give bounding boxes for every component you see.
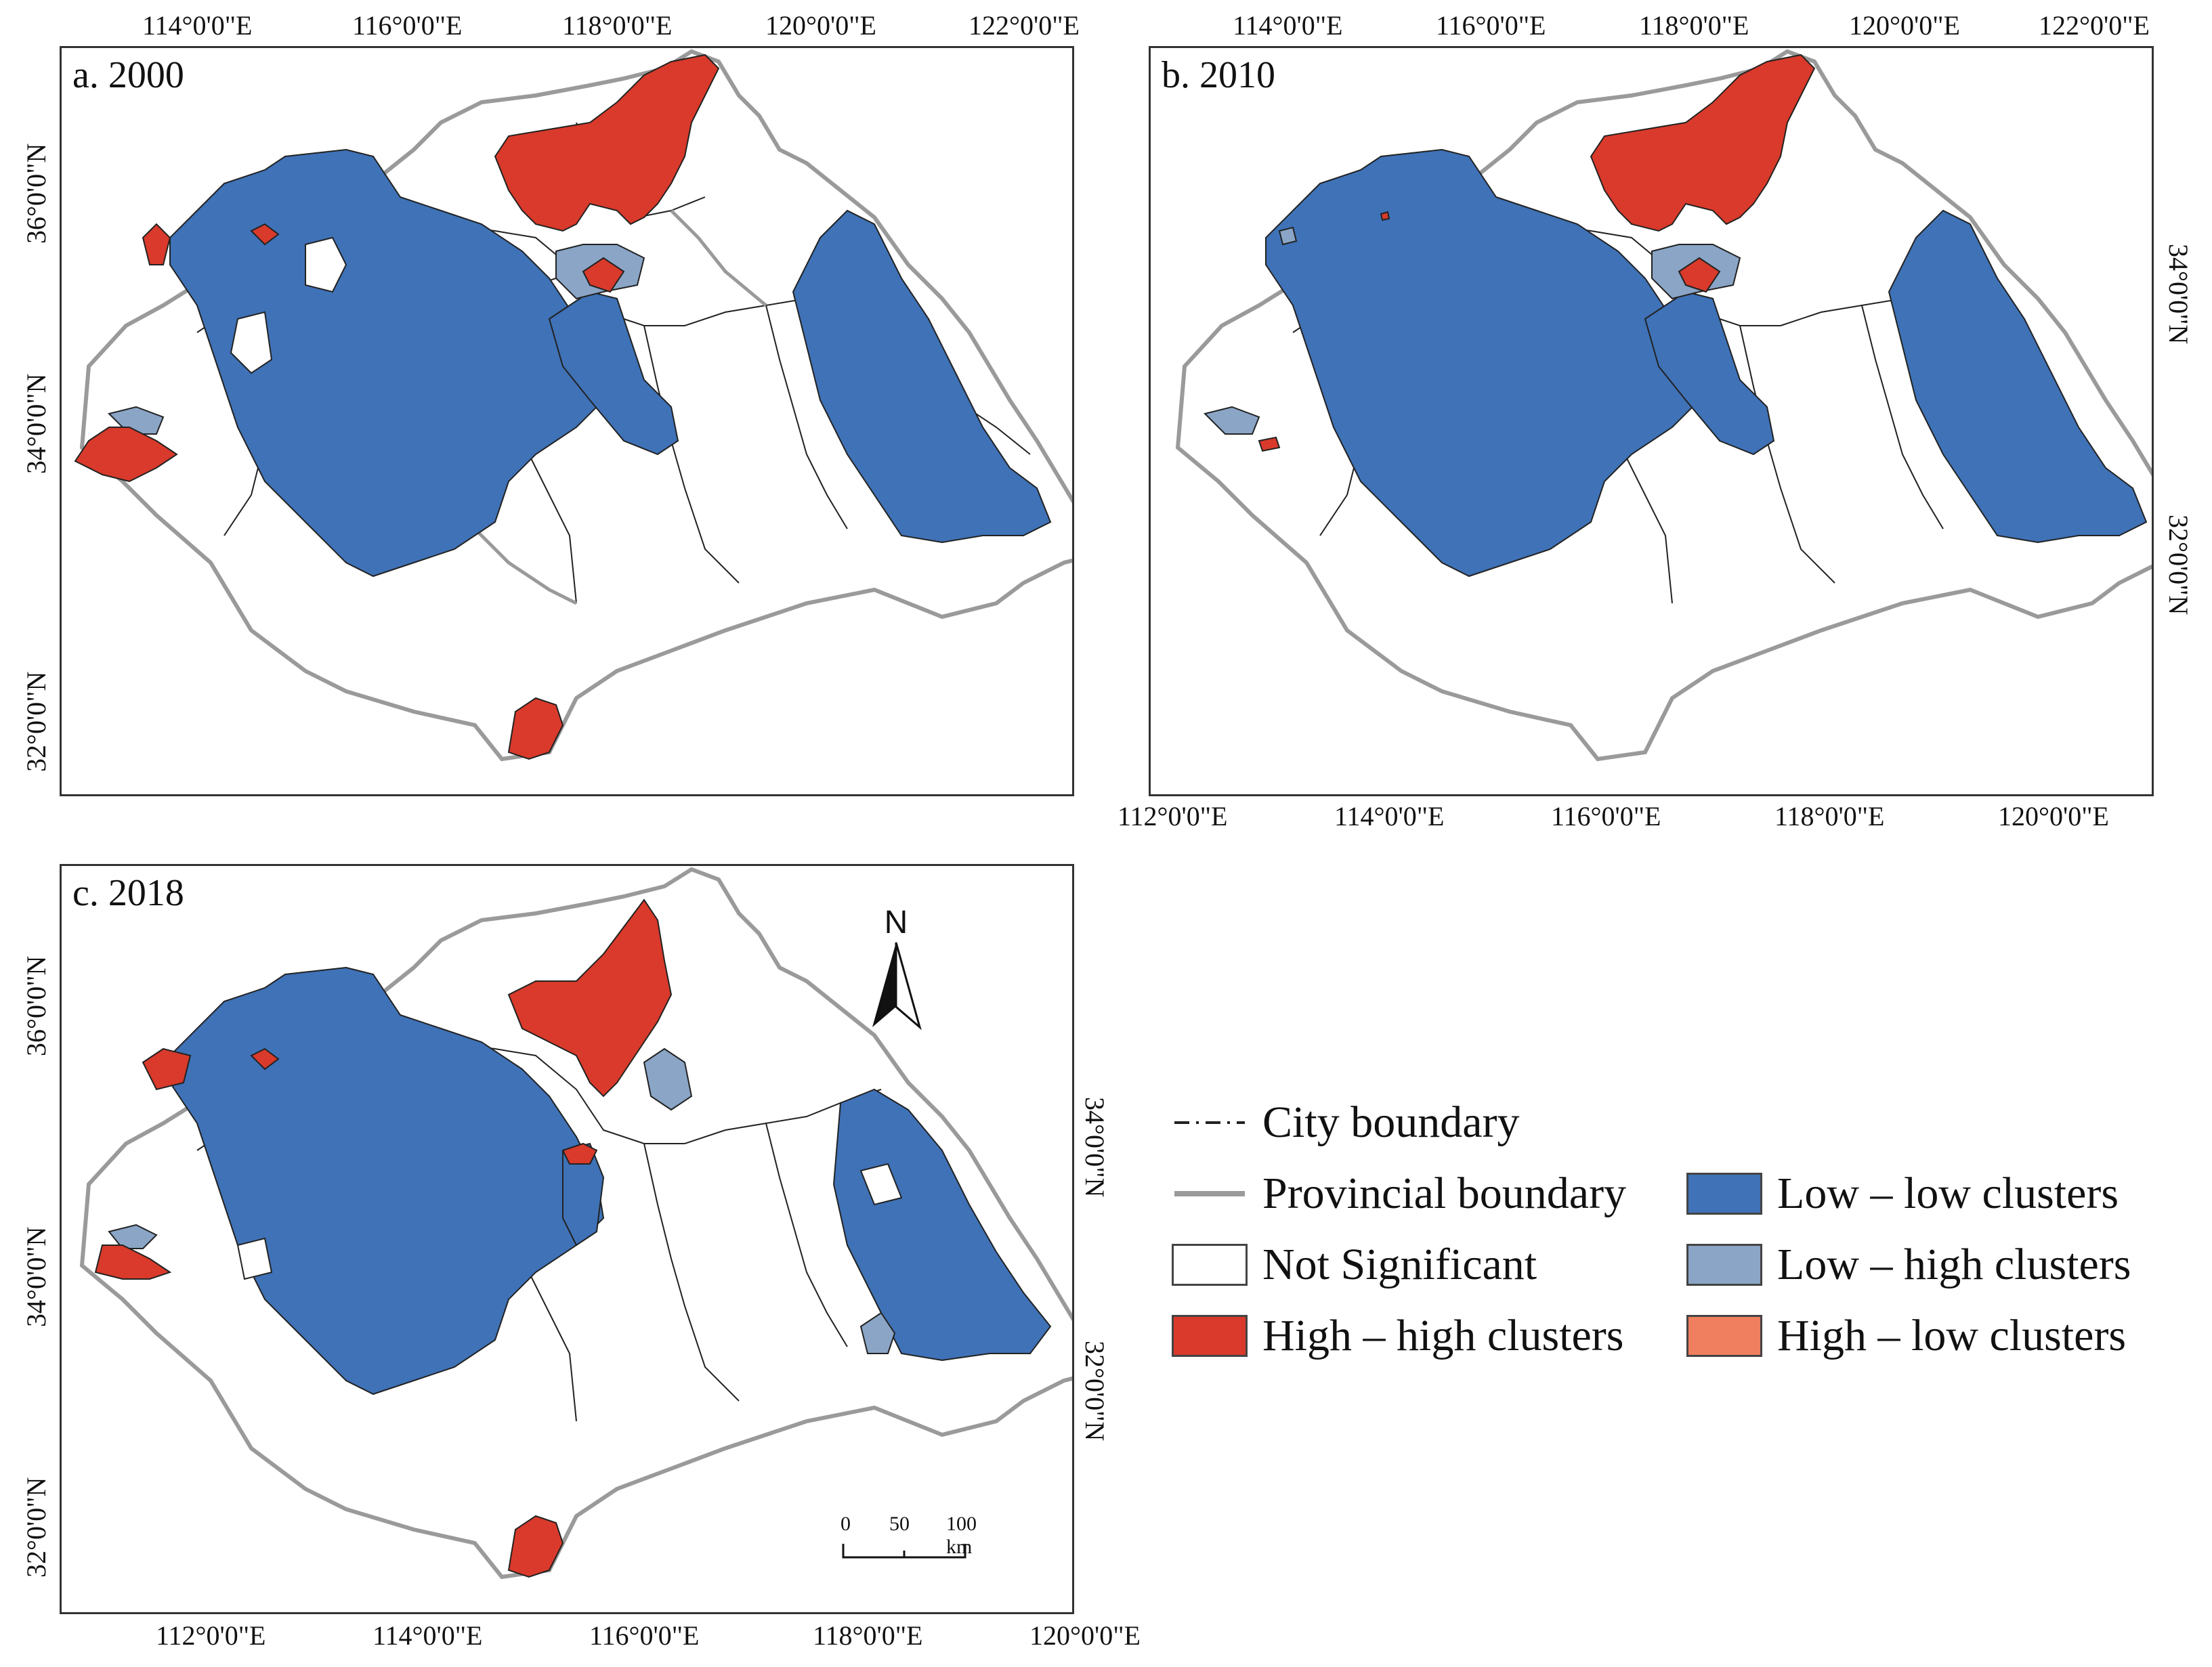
tick-left: 34°0'0"N	[21, 1226, 51, 1327]
tick-left: 36°0'0"N	[21, 143, 51, 244]
tick-right: 32°0'0"N	[2163, 515, 2194, 615]
panel-label: a. 2000	[68, 53, 188, 97]
map-2018	[62, 866, 1074, 1614]
scale-bar: 0 50 100 km	[841, 1513, 983, 1580]
tick-bottom: 114°0'0"E	[1334, 801, 1445, 831]
map-2000	[74, 48, 1074, 796]
tick-bottom: 120°0'0"E	[1029, 1620, 1141, 1651]
legend-low-high: Low – high clusters	[1686, 1239, 2131, 1291]
scale-label: 0	[841, 1513, 851, 1535]
panel-label: b. 2010	[1157, 53, 1279, 97]
panel-label: c. 2018	[68, 871, 188, 915]
tick-right: 34°0'0"N	[2163, 244, 2194, 345]
high-low-swatch	[1686, 1315, 1762, 1357]
map-2010	[1151, 48, 2154, 796]
map-panel-2000: a. 2000	[60, 46, 1074, 796]
legend-label: Not Significant	[1262, 1240, 1537, 1289]
legend-label: Provincial boundary	[1262, 1169, 1627, 1218]
tick-top: 120°0'0"E	[765, 10, 876, 41]
tick-left: 32°0'0"N	[21, 671, 51, 772]
map-legend: City boundary Provincial boundary Not Si…	[1172, 1097, 2188, 1381]
map-panel-2010: b. 2010	[1149, 46, 2154, 796]
not-significant-swatch	[1172, 1244, 1248, 1286]
tick-bottom: 114°0'0"E	[373, 1620, 483, 1651]
tick-top: 122°0'0"E	[2039, 10, 2150, 41]
legend-label: High – low clusters	[1777, 1311, 2127, 1360]
tick-bottom: 116°0'0"E	[1551, 801, 1661, 831]
map-panel-2018: c. 2018 N 0 50 100 km	[60, 864, 1074, 1614]
tick-top: 114°0'0"E	[142, 10, 253, 41]
legend-not-significant: Not Significant	[1172, 1239, 1537, 1291]
legend-label: Low – low clusters	[1777, 1169, 2119, 1218]
legend-high-low: High – low clusters	[1686, 1310, 2126, 1362]
tick-right: 32°0'0"N	[1080, 1341, 1110, 1442]
scale-line	[842, 1544, 966, 1559]
tick-bottom: 118°0'0"E	[813, 1620, 923, 1651]
tick-bottom: 112°0'0"E	[1118, 801, 1228, 831]
tick-left: 34°0'0"N	[21, 373, 51, 474]
legend-label: High – high clusters	[1262, 1311, 1624, 1360]
tick-top: 116°0'0"E	[1436, 10, 1546, 41]
north-arrow: N	[866, 907, 927, 1035]
legend-label: City boundary	[1262, 1098, 1520, 1147]
north-label: N	[884, 905, 908, 940]
legend-city-boundary: City boundary	[1172, 1097, 1519, 1148]
tick-left: 32°0'0"N	[21, 1477, 51, 1578]
tick-bottom: 112°0'0"E	[156, 1620, 266, 1651]
scale-label: 100 km	[946, 1513, 977, 1558]
legend-provincial-boundary: Provincial boundary	[1172, 1168, 1626, 1219]
high-high-swatch	[1172, 1315, 1248, 1357]
provincial-boundary-swatch	[1172, 1173, 1248, 1215]
city-boundary-swatch	[1172, 1102, 1248, 1144]
north-arrow-icon	[872, 942, 922, 1031]
tick-right: 34°0'0"N	[1080, 1097, 1110, 1198]
tick-left: 36°0'0"N	[21, 955, 51, 1056]
low-low-swatch	[1686, 1173, 1762, 1215]
tick-top: 118°0'0"E	[562, 10, 673, 41]
legend-low-low: Low – low clusters	[1686, 1168, 2119, 1219]
scale-label: 50	[889, 1513, 910, 1535]
tick-top: 122°0'0"E	[969, 10, 1080, 41]
tick-top: 120°0'0"E	[1849, 10, 1960, 41]
tick-bottom: 120°0'0"E	[1998, 801, 2109, 831]
tick-top: 116°0'0"E	[352, 10, 463, 41]
tick-top: 118°0'0"E	[1639, 10, 1749, 41]
low-high-swatch	[1686, 1244, 1762, 1286]
legend-label: Low – high clusters	[1777, 1240, 2131, 1289]
tick-top: 114°0'0"E	[1233, 10, 1343, 41]
tick-bottom: 116°0'0"E	[589, 1620, 700, 1651]
legend-high-high: High – high clusters	[1172, 1310, 1623, 1362]
tick-bottom: 118°0'0"E	[1774, 801, 1885, 831]
